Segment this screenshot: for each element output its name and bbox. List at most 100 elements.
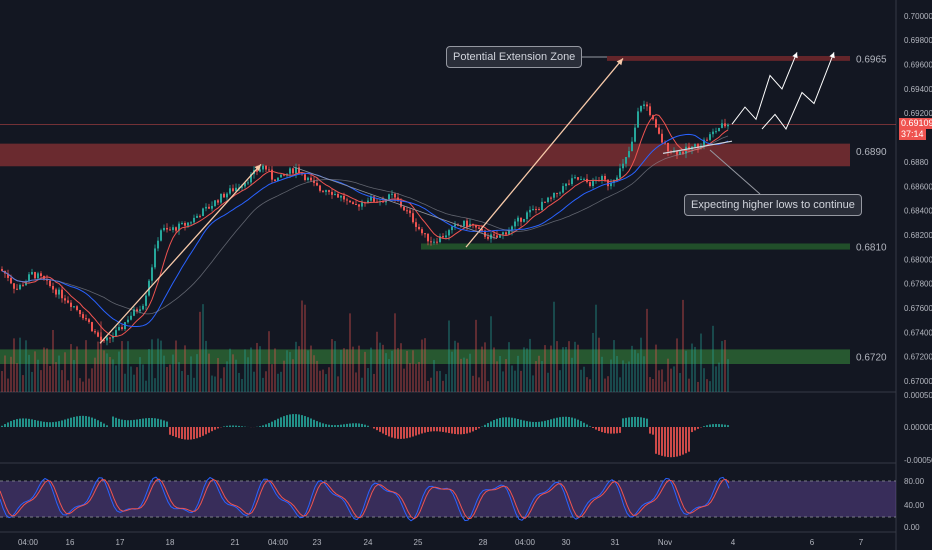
volume-bar: [268, 331, 270, 392]
candle-body: [226, 193, 228, 198]
volume-bar: [685, 350, 687, 392]
annotation-extension-zone[interactable]: Potential Extension Zone: [446, 46, 583, 68]
volume-bar: [535, 361, 537, 392]
macd-bar: [268, 423, 270, 427]
volume-bar: [592, 332, 594, 392]
macd-bar: [280, 417, 282, 427]
candle-body: [556, 192, 558, 194]
candles-layer: [1, 100, 729, 346]
candle-body: [394, 193, 396, 198]
volume-bar: [634, 349, 636, 392]
volume-bar: [439, 370, 441, 392]
volume-bar: [172, 354, 174, 392]
candle-body: [139, 309, 141, 312]
candle-body: [235, 187, 237, 192]
volume-bar: [622, 360, 624, 392]
macd-bar: [271, 421, 273, 427]
volume-bar: [628, 361, 630, 392]
macd-bar: [724, 424, 726, 427]
volume-bar: [346, 349, 348, 392]
macd-bar: [373, 427, 375, 429]
candle-body: [259, 169, 261, 172]
volume-bar: [406, 350, 408, 392]
macd-bar: [310, 418, 312, 427]
candle-body: [724, 123, 726, 127]
volume-bar: [394, 313, 396, 392]
time-tick-label: 16: [66, 538, 75, 547]
candle-body: [547, 197, 549, 202]
macd-bar: [586, 424, 588, 427]
candle-body: [655, 119, 657, 128]
macd-bar: [667, 427, 669, 458]
candle-body: [484, 230, 486, 237]
candle-body: [541, 201, 543, 211]
candle-body: [70, 302, 72, 307]
macd-bar: [334, 425, 336, 427]
macd-bar: [691, 427, 693, 433]
volume-bar: [670, 368, 672, 392]
drawing-tools[interactable]: [99, 52, 835, 344]
macd-bar: [433, 427, 435, 432]
macd-bar: [646, 418, 648, 427]
time-tick-label: 25: [414, 538, 423, 547]
volume-bar: [505, 359, 507, 392]
candle-body: [229, 188, 231, 194]
macd-bar: [202, 427, 204, 436]
volume-bar: [490, 316, 492, 392]
volume-bar: [253, 371, 255, 392]
candle-body: [532, 208, 534, 210]
volume-bar: [37, 359, 39, 392]
candle-body: [160, 230, 162, 241]
macd-bar: [241, 426, 243, 427]
candle-body: [268, 169, 270, 171]
volume-bar: [235, 359, 237, 392]
candle-body: [145, 295, 147, 306]
macd-bar: [547, 420, 549, 427]
volume-bar: [211, 375, 213, 392]
volume-bar: [466, 358, 468, 392]
volume-bar: [688, 378, 690, 392]
macd-bar: [727, 425, 729, 427]
volume-bar: [418, 361, 420, 392]
candle-body: [343, 195, 345, 200]
macd-bar: [475, 427, 477, 430]
candle-body: [76, 306, 78, 310]
volume-bar: [445, 374, 447, 392]
annotation-higher-lows[interactable]: Expecting higher lows to continue: [684, 194, 862, 216]
candle-body: [334, 194, 336, 196]
volume-bar: [22, 375, 24, 392]
candle-body: [412, 213, 414, 223]
macd-bar: [358, 423, 360, 427]
projection-path-2: [761, 52, 835, 130]
candle-body: [601, 175, 603, 181]
volume-bar: [514, 370, 516, 392]
macd-bar: [685, 427, 687, 454]
macd-bar: [607, 427, 609, 434]
macd-bar: [292, 414, 294, 427]
candle-body: [298, 167, 300, 174]
candle-body: [517, 217, 519, 222]
candle-body: [88, 319, 90, 323]
macd-bar: [400, 427, 402, 439]
candle-body: [274, 179, 276, 182]
macd-bar: [409, 427, 411, 438]
macd-bar: [664, 427, 666, 457]
trend-arrow-1-head: [254, 164, 261, 172]
volume-bar: [523, 347, 525, 392]
volume-bar: [571, 357, 573, 392]
macd-bar: [103, 423, 105, 427]
axes-layer: 0.70000 0.69800 0.69600 0.69400 0.69200 0.688…: [18, 12, 932, 547]
volume-bar: [163, 355, 165, 392]
candle-body: [709, 134, 711, 140]
candle-body: [346, 199, 348, 201]
candle-body: [358, 204, 360, 207]
candle-body: [559, 192, 561, 194]
macd-bar: [508, 417, 510, 427]
volume-bar: [331, 339, 333, 392]
macd-bar: [235, 425, 237, 427]
volume-bar: [103, 350, 105, 392]
macd-bar: [397, 427, 399, 439]
candle-body: [310, 177, 312, 181]
candle-body: [58, 289, 60, 295]
